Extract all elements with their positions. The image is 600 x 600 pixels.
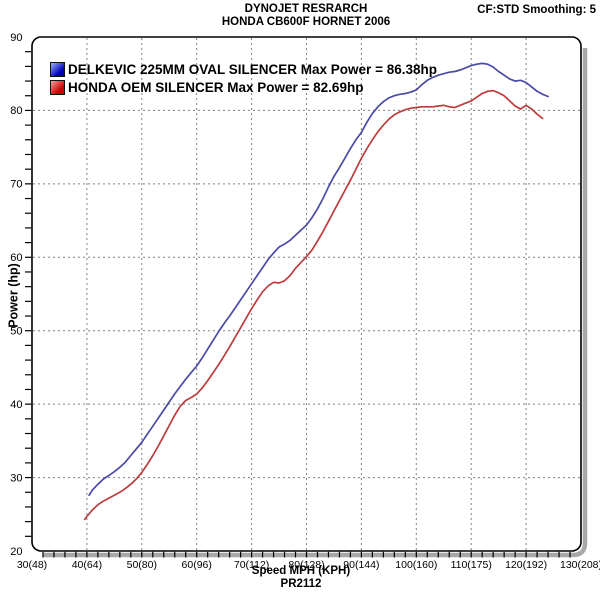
x-tick-label: 70(112) bbox=[234, 559, 269, 571]
oem-power-curve bbox=[83, 89, 544, 521]
x-tick-label: 60(96) bbox=[182, 559, 212, 571]
legend-item-delkevic: DELKEVIC 225MM OVAL SILENCER Max Power =… bbox=[50, 60, 437, 78]
oem-swatch-icon bbox=[50, 79, 65, 95]
y-tick-label: 80 bbox=[10, 105, 22, 117]
x-tick-label: 50(80) bbox=[127, 559, 157, 571]
y-tick-label: 60 bbox=[10, 252, 22, 264]
chart-subtitle: HONDA CB600F HORNET 2006 bbox=[221, 15, 391, 28]
legend-label-delkevic: DELKEVIC 225MM OVAL SILENCER Max Power =… bbox=[68, 61, 437, 77]
x-tick-label: 30(48) bbox=[17, 559, 47, 571]
y-axis-title: Power (hp) bbox=[6, 263, 21, 328]
x-tick-label: 80(128) bbox=[288, 559, 324, 571]
legend-item-oem: HONDA OEM SILENCER Max Power = 82.69hp bbox=[50, 78, 437, 96]
y-tick-label: 70 bbox=[10, 179, 22, 191]
y-tick-label: 50 bbox=[10, 326, 22, 338]
y-tick-label: 30 bbox=[10, 472, 22, 484]
y-tick-label: 20 bbox=[10, 546, 22, 558]
run-code: PR2112 bbox=[280, 578, 322, 590]
x-tick-label: 90(144) bbox=[343, 559, 379, 571]
y-tick-label: 90 bbox=[10, 32, 22, 44]
legend: DELKEVIC 225MM OVAL SILENCER Max Power =… bbox=[50, 60, 437, 96]
x-tick-label: 40(64) bbox=[72, 559, 102, 571]
x-axis-title: Speed MPH (KPH) bbox=[251, 565, 351, 577]
legend-label-oem: HONDA OEM SILENCER Max Power = 82.69hp bbox=[68, 79, 364, 95]
delkevic-swatch-icon bbox=[50, 61, 65, 77]
chart-title: DYNOJET RESRARCH bbox=[244, 3, 368, 15]
x-tick-label: 130(208) bbox=[560, 559, 600, 571]
y-tick-label: 40 bbox=[10, 399, 22, 411]
plot-shadow bbox=[43, 48, 588, 558]
delkevic-power-curve bbox=[88, 62, 549, 497]
smoothing-info: CF:STD Smoothing: 5 bbox=[477, 4, 596, 16]
x-tick-label: 120(192) bbox=[505, 559, 547, 571]
header-titles: DYNOJET RESRARCH HONDA CB600F HORNET 200… bbox=[222, 3, 390, 28]
x-tick-label: 110(175) bbox=[451, 559, 492, 571]
x-tick-label: 100(160) bbox=[395, 559, 437, 571]
